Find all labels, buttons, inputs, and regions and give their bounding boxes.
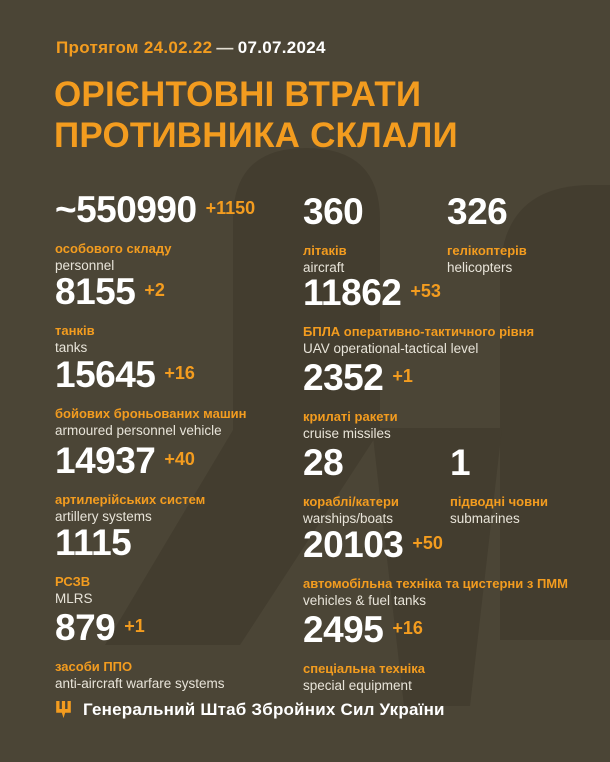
date-range: Протягом 24.02.22—07.07.2024 xyxy=(56,38,326,58)
stat-label-en: vehicles & fuel tanks xyxy=(303,593,427,608)
stat-label-en: UAV operational-tactical level xyxy=(303,341,479,356)
stat-label-ua: підводні човни xyxy=(450,494,548,509)
stat-label-en: anti-aircraft warfare systems xyxy=(55,676,225,691)
stat-value: 1 xyxy=(450,442,471,483)
stat-helicopters: 326 гелікоптерів helicopters xyxy=(447,191,527,276)
stat-delta: +53 xyxy=(410,281,441,301)
stat-delta: +1150 xyxy=(205,198,256,218)
stat-label-ua: БПЛА оперативно-тактичного рівня xyxy=(303,324,535,339)
stat-delta: +16 xyxy=(392,618,423,638)
title-line-1: ОРІЄНТОВНІ ВТРАТИ xyxy=(54,75,422,114)
stat-label-ua: артилерійських систем xyxy=(55,492,206,507)
stat-value: 1115 xyxy=(55,522,132,563)
stat-label-ua: бойових броньованих машин xyxy=(55,406,247,421)
stat-label-en: aircraft xyxy=(303,260,345,275)
stat-mlrs: 1115 РСЗВ MLRS xyxy=(55,522,140,607)
stat-label-en: tanks xyxy=(55,340,88,355)
stat-value: 14937 xyxy=(55,440,156,481)
stat-delta: +2 xyxy=(144,280,165,300)
stat-submarines: 1 підводні човни submarines xyxy=(450,442,548,527)
stat-value: ~550990 xyxy=(55,189,197,230)
stat-label-en: armoured personnel vehicle xyxy=(55,423,222,438)
stat-vehicles-fuel-tanks: 20103 +50 автомобільна техніка та цистерн… xyxy=(303,524,568,609)
stat-special-equipment: 2495 +16 спеціальна техніка special equip… xyxy=(303,609,425,694)
period-label: Протягом 24.02.22 xyxy=(56,38,213,57)
stat-cruise-missiles: 2352 +1 крилаті ракети cruise missiles xyxy=(303,357,413,442)
stat-warships: 28 кораблі/катери warships/boats xyxy=(303,442,399,527)
stat-value: 326 xyxy=(447,191,508,232)
stat-label-en: warships/boats xyxy=(303,511,394,526)
stat-anti-aircraft: 879 +1 засоби ППО anti-aircraft warfare s… xyxy=(55,607,225,692)
stat-label-en: helicopters xyxy=(447,260,513,275)
stat-value: 2352 xyxy=(303,357,384,398)
stat-value: 2495 xyxy=(303,609,384,650)
stat-label-en: cruise missiles xyxy=(303,426,391,441)
stat-label-ua: танків xyxy=(55,323,95,338)
title-line-2: ПРОТИВНИКА СКЛАЛИ xyxy=(54,116,458,155)
stat-label-ua: спеціальна техніка xyxy=(303,661,425,676)
stat-value: 360 xyxy=(303,191,364,232)
stat-delta: +40 xyxy=(164,449,195,469)
page-title: ОРІЄНТОВНІ ВТРАТИ ПРОТИВНИКА СКЛАЛИ xyxy=(54,74,458,156)
report-date: 07.07.2024 xyxy=(237,38,326,57)
stat-label-en: personnel xyxy=(55,258,115,273)
stat-label-en: submarines xyxy=(450,511,520,526)
stat-delta: +1 xyxy=(124,616,145,636)
date-separator: — xyxy=(216,38,234,57)
stat-label-ua: засоби ППО xyxy=(55,659,133,674)
stat-label-ua: крилаті ракети xyxy=(303,409,398,424)
stat-armoured-vehicles: 15645 +16 бойових броньованих машин armou… xyxy=(55,354,247,439)
stat-delta: +1 xyxy=(392,366,413,386)
stat-personnel: ~550990 +1150 особового складу personnel xyxy=(55,189,255,274)
stat-value: 8155 xyxy=(55,271,136,312)
stat-label-ua: автомобільна техніка та цистерни з ПММ xyxy=(303,576,568,591)
stat-value: 11862 xyxy=(303,272,402,313)
organization-name: Генеральний Штаб Збройних Сил України xyxy=(83,700,445,719)
stat-delta: +50 xyxy=(412,533,443,553)
stat-label-en: MLRS xyxy=(55,591,93,606)
stat-tanks: 8155 +2 танків tanks xyxy=(55,271,165,356)
stat-label-ua: гелікоптерів xyxy=(447,243,527,258)
stat-label-ua: особового складу xyxy=(55,241,172,256)
stat-value: 20103 xyxy=(303,524,404,565)
trident-icon xyxy=(56,700,71,718)
stat-label-ua: кораблі/катери xyxy=(303,494,399,509)
stat-label-en: special equipment xyxy=(303,678,412,693)
stat-value: 15645 xyxy=(55,354,156,395)
stat-aircraft: 360 літаків aircraft xyxy=(303,191,372,276)
stat-label-en: artillery systems xyxy=(55,509,152,524)
footer: Генеральний Штаб Збройних Сил України xyxy=(56,700,445,720)
stat-artillery: 14937 +40 артилерійських систем artillery… xyxy=(55,440,205,525)
stat-delta: +16 xyxy=(164,363,195,383)
stat-value: 28 xyxy=(303,442,344,483)
stat-label-ua: РСЗВ xyxy=(55,574,91,589)
stat-uav: 11862 +53 БПЛА оперативно-тактичного рівн… xyxy=(303,272,534,357)
stat-value: 879 xyxy=(55,607,116,648)
stat-label-ua: літаків xyxy=(303,243,347,258)
